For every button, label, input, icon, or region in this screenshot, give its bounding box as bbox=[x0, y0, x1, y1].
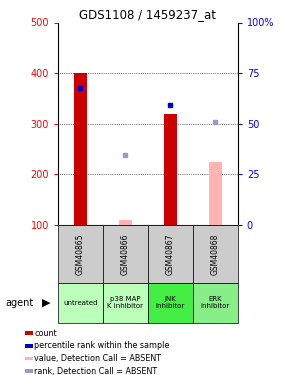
Bar bbox=[103, 283, 148, 322]
Bar bbox=[26, 369, 33, 373]
Bar bbox=[58, 225, 103, 283]
Text: rank, Detection Call = ABSENT: rank, Detection Call = ABSENT bbox=[34, 367, 157, 375]
Bar bbox=[193, 283, 238, 322]
Bar bbox=[119, 220, 132, 225]
Text: JNK
inhibitor: JNK inhibitor bbox=[156, 296, 185, 309]
Bar bbox=[148, 225, 193, 283]
Bar bbox=[193, 225, 238, 283]
Text: value, Detection Call = ABSENT: value, Detection Call = ABSENT bbox=[34, 354, 161, 363]
Text: ▶: ▶ bbox=[42, 298, 50, 308]
Title: GDS1108 / 1459237_at: GDS1108 / 1459237_at bbox=[79, 8, 216, 21]
Bar bbox=[74, 73, 87, 225]
Text: count: count bbox=[34, 329, 57, 338]
Text: agent: agent bbox=[6, 298, 34, 308]
Bar bbox=[148, 283, 193, 322]
Text: percentile rank within the sample: percentile rank within the sample bbox=[34, 341, 169, 350]
Text: p38 MAP
K inhibitor: p38 MAP K inhibitor bbox=[107, 296, 144, 309]
Text: GSM40868: GSM40868 bbox=[211, 233, 220, 275]
Bar bbox=[103, 225, 148, 283]
Bar bbox=[26, 344, 33, 348]
Bar bbox=[26, 332, 33, 335]
Text: GSM40867: GSM40867 bbox=[166, 233, 175, 275]
Text: ERK
inhibitor: ERK inhibitor bbox=[201, 296, 230, 309]
Text: GSM40866: GSM40866 bbox=[121, 233, 130, 275]
Bar bbox=[164, 114, 177, 225]
Bar bbox=[58, 283, 103, 322]
Bar bbox=[209, 162, 222, 225]
Text: GSM40865: GSM40865 bbox=[76, 233, 85, 275]
Text: untreated: untreated bbox=[63, 300, 98, 306]
Bar bbox=[26, 357, 33, 360]
